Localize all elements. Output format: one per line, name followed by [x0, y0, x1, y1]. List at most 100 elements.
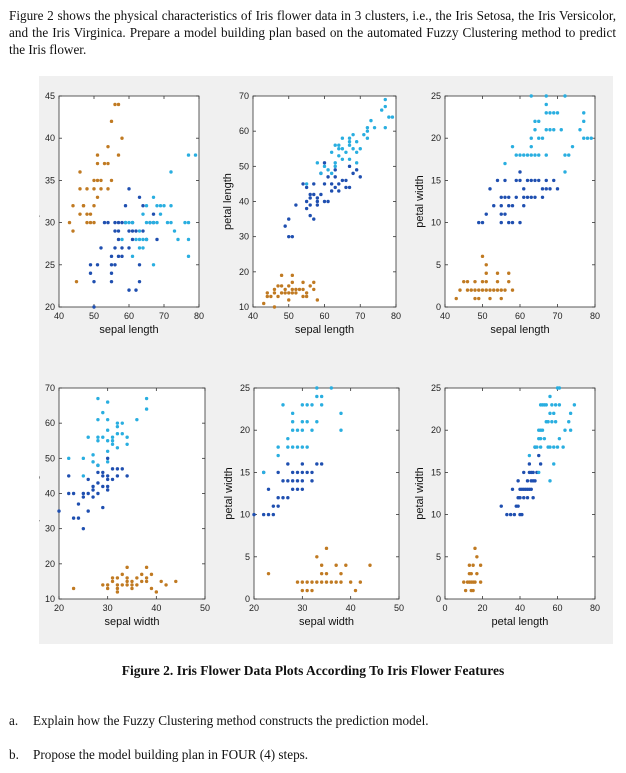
- data-point-versicolor: [552, 178, 556, 183]
- data-point-setosa: [149, 572, 154, 577]
- data-point-setosa: [310, 588, 314, 593]
- data-point-setosa: [319, 571, 324, 576]
- scatter-plot-5: 20 30 40 50 0 5 10 15 20 25 sepal width petal width: [223, 383, 404, 628]
- data-point-virginica: [158, 212, 163, 216]
- data-point-virginica: [347, 140, 352, 144]
- y-tick-label: 60: [45, 418, 55, 428]
- data-point-virginica: [552, 445, 556, 449]
- x-tick-label: 50: [89, 311, 99, 321]
- data-point-versicolor: [110, 467, 115, 471]
- data-point-virginica: [383, 97, 387, 102]
- y-tick-label: 5: [436, 552, 441, 562]
- y-tick-label: 20: [45, 302, 55, 312]
- data-point-virginica: [582, 119, 586, 124]
- data-point-versicolor: [120, 246, 124, 250]
- data-point-virginica: [141, 237, 145, 242]
- data-point-virginica: [337, 154, 341, 158]
- data-point-setosa: [92, 204, 96, 208]
- data-point-versicolor: [518, 170, 522, 174]
- data-point-versicolor: [310, 470, 314, 475]
- data-point-setosa: [102, 161, 107, 166]
- data-point-virginica: [354, 140, 359, 144]
- data-point-virginica: [582, 111, 586, 115]
- data-point-virginica: [169, 170, 173, 174]
- x-tick-label: 70: [552, 311, 562, 321]
- data-point-setosa: [484, 279, 488, 284]
- data-point-versicolor: [516, 479, 520, 483]
- data-point-versicolor: [315, 199, 320, 204]
- data-point-setosa: [95, 153, 100, 157]
- data-point-virginica: [362, 132, 366, 137]
- y-tick-label: 30: [239, 232, 249, 242]
- data-point-setosa: [305, 588, 309, 593]
- data-point-virginica: [115, 432, 120, 436]
- data-point-versicolor: [344, 185, 348, 190]
- data-point-virginica: [339, 411, 343, 416]
- data-point-virginica: [315, 161, 320, 165]
- data-point-setosa: [287, 284, 291, 288]
- data-point-setosa: [334, 563, 338, 567]
- data-point-versicolor: [286, 479, 290, 483]
- data-point-setosa: [463, 588, 468, 593]
- data-point-versicolor: [480, 220, 485, 225]
- data-point-virginica: [158, 204, 163, 208]
- data-point-virginica: [120, 432, 124, 436]
- data-point-virginica: [165, 220, 170, 225]
- data-point-virginica: [369, 118, 373, 123]
- data-point-versicolor: [105, 474, 110, 478]
- data-point-virginica: [578, 128, 582, 132]
- data-point-virginica: [101, 410, 105, 415]
- data-point-virginica: [115, 421, 120, 425]
- figure-caption: Figure 2. Iris Flower Data Plots Accordi…: [121, 663, 505, 678]
- data-point-versicolor: [95, 263, 100, 267]
- data-point-versicolor: [329, 189, 334, 193]
- data-point-versicolor: [113, 229, 117, 233]
- data-point-virginica: [387, 115, 391, 119]
- data-point-versicolor: [518, 496, 522, 500]
- data-point-virginica: [383, 104, 387, 109]
- x-axis-label: sepal width: [299, 616, 354, 628]
- data-point-versicolor: [155, 237, 159, 242]
- data-point-setosa: [81, 204, 86, 208]
- data-point-virginica: [557, 436, 562, 441]
- data-point-virginica: [365, 136, 370, 140]
- data-point-setosa: [319, 563, 324, 567]
- data-point-setosa: [71, 229, 75, 233]
- data-point-virginica: [151, 195, 156, 199]
- data-point-virginica: [322, 164, 327, 169]
- data-point-virginica: [155, 220, 159, 225]
- data-point-setosa: [115, 586, 120, 591]
- data-point-versicolor: [116, 237, 121, 242]
- data-point-versicolor: [516, 504, 520, 508]
- data-point-versicolor: [96, 470, 100, 475]
- data-point-versicolor: [537, 178, 541, 183]
- data-point-versicolor: [109, 254, 114, 259]
- data-point-versicolor: [134, 288, 138, 292]
- data-point-virginica: [544, 128, 548, 132]
- y-axis-label: sepal width: [39, 174, 40, 229]
- y-tick-label: 20: [431, 425, 441, 435]
- data-point-setosa: [120, 136, 124, 140]
- data-point-versicolor: [544, 187, 548, 191]
- data-point-setosa: [339, 580, 343, 584]
- data-point-setosa: [473, 279, 477, 284]
- data-point-virginica: [305, 403, 309, 407]
- data-point-setosa: [290, 287, 295, 292]
- data-point-setosa: [471, 588, 475, 593]
- data-point-setosa: [85, 187, 89, 191]
- data-point-versicolor: [57, 509, 61, 513]
- data-point-virginica: [305, 420, 309, 424]
- y-tick-label: 60: [239, 126, 249, 136]
- data-point-setosa: [344, 563, 348, 567]
- data-point-versicolor: [522, 496, 526, 500]
- data-point-virginica: [186, 237, 191, 242]
- data-point-virginica: [310, 428, 314, 432]
- data-point-virginica: [563, 428, 567, 432]
- data-point-versicolor: [315, 196, 320, 200]
- data-point-setosa: [475, 555, 479, 559]
- data-point-versicolor: [101, 484, 105, 489]
- data-point-virginica: [101, 435, 105, 439]
- data-point-virginica: [162, 204, 166, 208]
- data-point-virginica: [135, 417, 139, 422]
- data-point-virginica: [105, 417, 110, 422]
